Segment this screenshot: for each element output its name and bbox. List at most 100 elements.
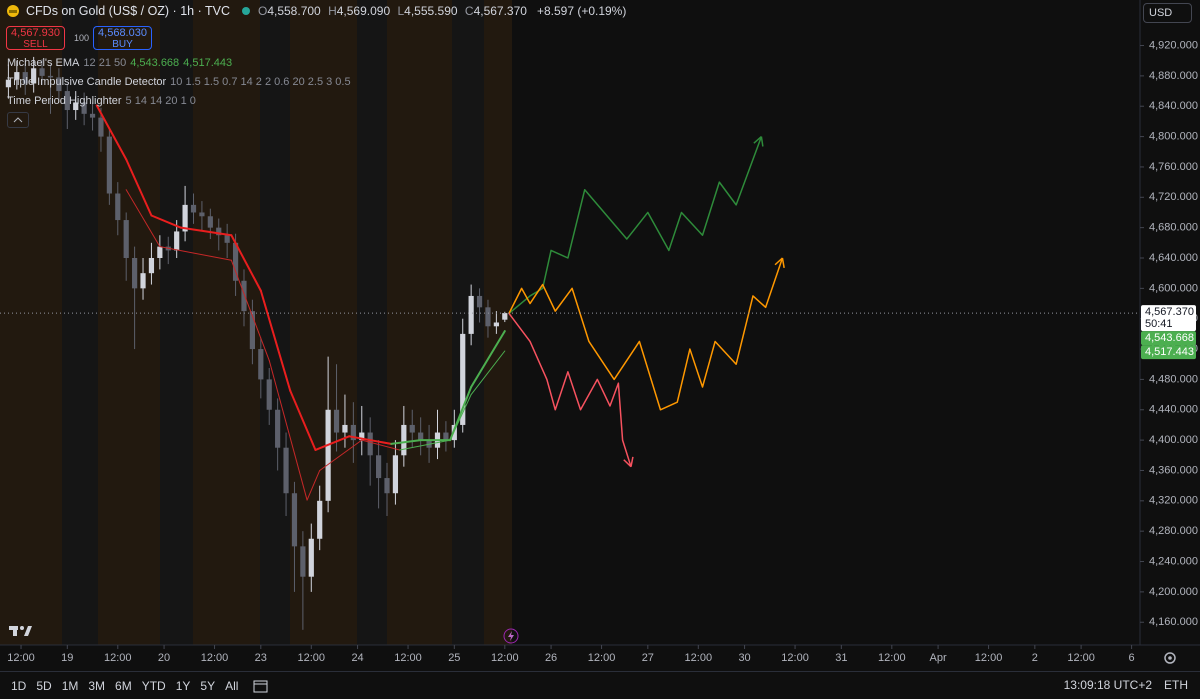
x-tick-label: 30 [738, 652, 750, 664]
range-button[interactable]: 3M [88, 678, 106, 693]
symbol-icon [7, 5, 19, 17]
x-tick-label: 12:00 [104, 652, 132, 664]
range-buttons: 1D 5D 1M 3M 6M YTD 1Y 5Y All [11, 679, 238, 693]
x-tick-label: 12:00 [878, 652, 906, 664]
ema-segment [289, 389, 317, 451]
ema-segment [470, 350, 506, 396]
candle-body [157, 246, 163, 258]
range-button[interactable]: YTD [141, 678, 166, 693]
candle-body [182, 204, 188, 232]
candle-body [56, 77, 62, 92]
x-tick-label: 26 [545, 652, 557, 664]
candle-body [317, 500, 323, 539]
settings-icon[interactable] [1164, 652, 1176, 664]
range-button[interactable]: 1M [61, 678, 79, 693]
y-tick-label: 4,760.000 [1149, 161, 1198, 173]
x-tick-label: 12:00 [1067, 652, 1095, 664]
ema-segment [449, 386, 473, 442]
candle-body [258, 349, 264, 380]
candle-body [342, 424, 348, 433]
candle-body [333, 409, 340, 433]
y-tick-label: 4,640.000 [1149, 252, 1198, 264]
ohlc-value: 4,555.590 [404, 4, 458, 18]
arrow-head [760, 136, 764, 147]
currency-select[interactable]: USD [1143, 3, 1192, 23]
candle-body [418, 432, 424, 441]
market-status [241, 7, 250, 15]
ema-segment [159, 246, 232, 261]
candle-body [47, 75, 54, 78]
ohlc-key: H [328, 4, 337, 18]
buy-button[interactable]: 4,568.030 BUY [93, 26, 152, 50]
y-tick-label: 4,440.000 [1149, 404, 1198, 416]
arrow-head [623, 459, 632, 468]
lightning-icon[interactable] [503, 628, 519, 644]
chevron [13, 117, 23, 123]
range-button[interactable]: 5Y [200, 678, 216, 693]
last-price-box [1141, 305, 1196, 332]
candle-body [174, 231, 180, 251]
ema-segment [449, 394, 472, 441]
y-tick-label: 4,360.000 [1149, 464, 1198, 476]
sell-label: SELL [23, 39, 48, 50]
sell-button[interactable]: 4,567.930 SELL [6, 26, 65, 50]
candle-body [224, 235, 230, 243]
candle-body [98, 117, 104, 137]
buy-label: BUY [112, 39, 133, 50]
candle-body [232, 242, 239, 281]
ema-price-box [1141, 345, 1196, 360]
spread: 100 [74, 33, 90, 43]
indicator-value: 4,543.668 [130, 57, 180, 69]
candle-body [207, 216, 213, 228]
candle-body [409, 424, 415, 433]
candle-body [291, 493, 298, 547]
x-tick-label: 24 [351, 652, 363, 664]
date-range-icon[interactable] [252, 678, 270, 694]
x-tick-label: 12:00 [588, 652, 616, 664]
x-tick-label: 23 [255, 652, 267, 664]
ohlc-key: O [257, 4, 268, 18]
range-button[interactable]: 1Y [175, 678, 191, 693]
ema-price-label: 4,543.668 [1145, 332, 1194, 344]
indicator[interactable]: Triple Impulsive Candle Detector 10 1.5 1… [7, 76, 351, 88]
candle-body [392, 455, 399, 494]
ema-segment [150, 214, 182, 229]
y-tick-label: 4,320.000 [1149, 495, 1198, 507]
range-button[interactable]: 6M [115, 678, 132, 693]
x-tick-label: 12:00 [685, 652, 713, 664]
x-tick-label: 12:00 [201, 652, 229, 664]
ema-segment [125, 158, 153, 217]
y-tick-label: 4,720.000 [1149, 191, 1198, 203]
candle-body [283, 447, 289, 494]
ema-segment [230, 259, 270, 361]
ema-segment [306, 469, 321, 501]
collapse-button[interactable] [7, 112, 29, 128]
arrow-head [753, 136, 762, 144]
indicator[interactable]: Michael's EMA 12 21 50 4,543.668 4,517.443 [7, 57, 232, 69]
symbol-title[interactable]: CFDs on Gold (US$ / OZ) · 1h · TVC [26, 4, 230, 18]
candle-body [106, 136, 112, 194]
candle-body [485, 307, 491, 327]
range-button[interactable]: 5D [36, 678, 52, 693]
candle-body [468, 295, 474, 334]
candle-body [199, 212, 205, 217]
candle-body [275, 409, 281, 448]
x-tick-label: Apr [930, 652, 947, 664]
range-button[interactable]: 1D [11, 678, 27, 693]
buy-price: 4,568.030 [98, 27, 147, 39]
x-tick-label: 6 [1129, 652, 1135, 664]
range-button[interactable]: All [225, 678, 239, 693]
ema-segment [390, 439, 422, 445]
y-tick-label: 4,280.000 [1149, 525, 1198, 537]
y-tick-label: 4,680.000 [1149, 222, 1198, 234]
bottom-toolbar: 1D 5D 1M 3M 6M YTD 1Y 5Y All 13:09:18 UTC+2 ETH [0, 671, 1200, 699]
ohlc-value: 4,567.370 [473, 4, 527, 18]
session-bands [0, 0, 512, 645]
indicator[interactable]: Time Period Highlighter 5 14 14 20 1 0 [7, 95, 196, 107]
toolbar-right: 13:09:18 UTC+2 ETH [1064, 678, 1188, 692]
candle-body [300, 546, 306, 577]
x-tick-label: 27 [642, 652, 654, 664]
arrow-head [781, 257, 785, 268]
session[interactable]: ETH [1164, 678, 1188, 692]
